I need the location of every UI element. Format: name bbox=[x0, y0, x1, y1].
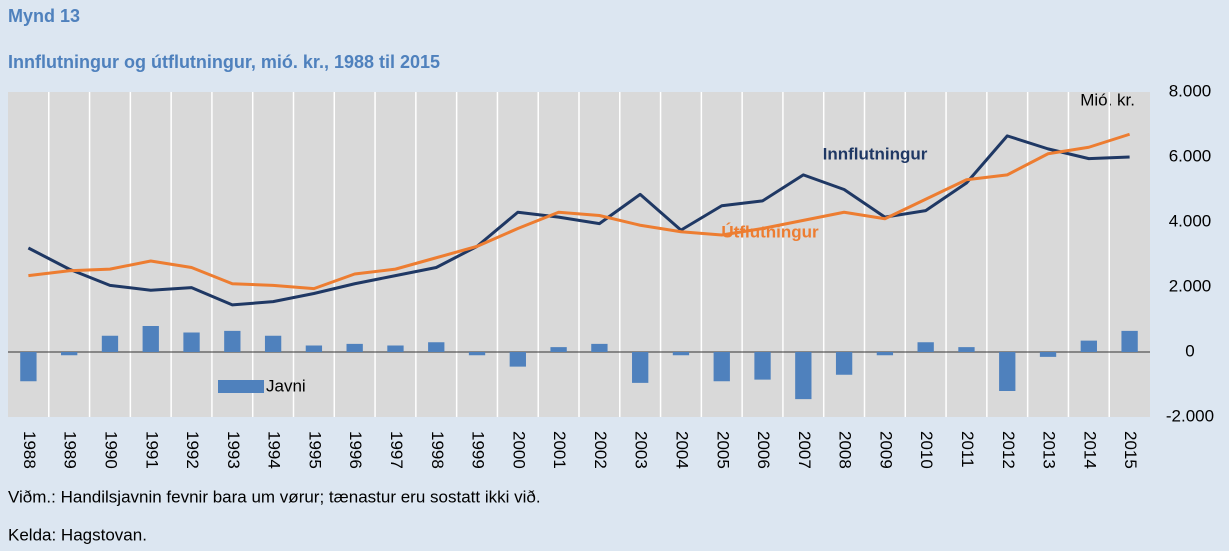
bar bbox=[550, 347, 567, 352]
bar bbox=[795, 352, 812, 400]
x-tick-label: 1988 bbox=[20, 431, 39, 469]
y-unit-label: Mió. kr. bbox=[1080, 90, 1135, 109]
bar bbox=[632, 352, 649, 383]
x-tick-label: 1992 bbox=[183, 431, 202, 469]
x-tick-label: 1999 bbox=[469, 431, 488, 469]
x-tick-label: 1997 bbox=[387, 431, 406, 469]
y-tick-label: 4.000 bbox=[1169, 211, 1212, 230]
y-tick-label: 2.000 bbox=[1169, 276, 1212, 295]
bar bbox=[183, 332, 200, 352]
bar bbox=[142, 326, 159, 352]
x-tick-label: 2008 bbox=[836, 431, 855, 469]
bar bbox=[468, 352, 486, 356]
y-tick-label: -2.000 bbox=[1166, 406, 1214, 425]
y-tick-label: 6.000 bbox=[1169, 146, 1212, 165]
x-tick-label: 2001 bbox=[550, 431, 569, 469]
x-tick-label: 2014 bbox=[1080, 431, 1099, 469]
x-tick-label: 2005 bbox=[713, 431, 732, 469]
bar bbox=[387, 345, 404, 352]
x-tick-label: 2000 bbox=[509, 431, 528, 469]
x-tick-label: 2003 bbox=[632, 431, 651, 469]
x-tick-label: 2007 bbox=[795, 431, 814, 469]
bar bbox=[101, 335, 119, 352]
bar bbox=[509, 352, 526, 367]
bar bbox=[713, 352, 730, 382]
chart-title: Innflutningur og útflutningur, mió. kr.,… bbox=[8, 52, 440, 72]
y-tick-label: 0 bbox=[1185, 341, 1194, 360]
x-tick-label: 2009 bbox=[876, 431, 895, 469]
bar bbox=[958, 347, 975, 352]
legend-label: Javni bbox=[266, 376, 306, 395]
x-tick-label: 1998 bbox=[428, 431, 447, 469]
x-tick-label: 2004 bbox=[672, 431, 691, 469]
legend-swatch bbox=[218, 380, 264, 393]
bar bbox=[999, 352, 1016, 391]
x-tick-label: 2011 bbox=[958, 431, 977, 468]
x-tick-label: 1989 bbox=[61, 431, 80, 469]
bar bbox=[835, 352, 853, 375]
bar bbox=[224, 330, 241, 352]
x-tick-label: 1994 bbox=[265, 431, 284, 469]
bar bbox=[346, 343, 363, 352]
x-tick-label: 1990 bbox=[101, 431, 120, 469]
line bbox=[27, 134, 1130, 307]
x-tick-label: 2013 bbox=[1040, 431, 1059, 469]
series-label: Útflutningur bbox=[721, 222, 819, 241]
bar bbox=[1121, 330, 1138, 352]
bar bbox=[876, 352, 894, 356]
series-label: Innflutningur bbox=[823, 144, 928, 163]
bar bbox=[1080, 340, 1097, 352]
figure-label: Mynd 13 bbox=[8, 6, 80, 26]
y-tick-label: 8.000 bbox=[1169, 81, 1212, 100]
x-tick-label: 1995 bbox=[305, 431, 324, 469]
bar bbox=[428, 342, 445, 352]
x-tick-label: 1993 bbox=[224, 431, 243, 469]
x-tick-label: 1991 bbox=[142, 431, 161, 469]
x-tick-label: 2002 bbox=[591, 431, 610, 469]
source: Kelda: Hagstovan. bbox=[8, 525, 147, 544]
note: Viðm.: Handilsjavnin fevnir bara um vøru… bbox=[8, 487, 541, 506]
bar bbox=[20, 352, 37, 382]
bar bbox=[591, 343, 608, 352]
line bbox=[28, 132, 1131, 291]
bar bbox=[264, 335, 282, 352]
x-tick-label: 2012 bbox=[999, 431, 1018, 469]
bar bbox=[305, 345, 323, 352]
bar bbox=[1039, 352, 1057, 357]
x-tick-label: 2006 bbox=[754, 431, 773, 469]
bar bbox=[672, 352, 690, 356]
x-tick-label: 2010 bbox=[917, 431, 936, 469]
x-tick-label: 2015 bbox=[1121, 431, 1140, 469]
x-tick-label: 1996 bbox=[346, 431, 365, 469]
bar bbox=[917, 342, 934, 352]
bar bbox=[61, 352, 78, 356]
bar bbox=[754, 352, 771, 380]
